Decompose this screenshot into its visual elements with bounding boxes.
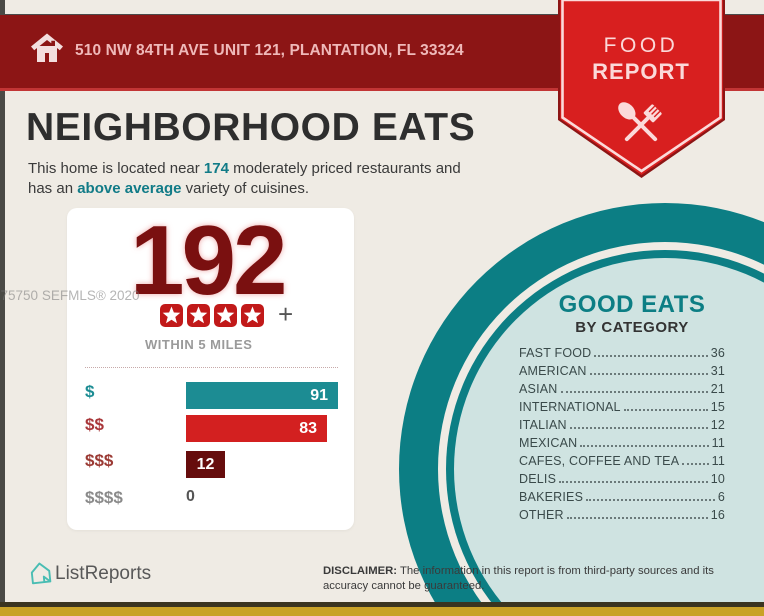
svg-text:REPORT: REPORT: [592, 59, 690, 84]
svg-text:+: +: [278, 304, 293, 327]
svg-text:FOOD: FOOD: [604, 34, 679, 57]
